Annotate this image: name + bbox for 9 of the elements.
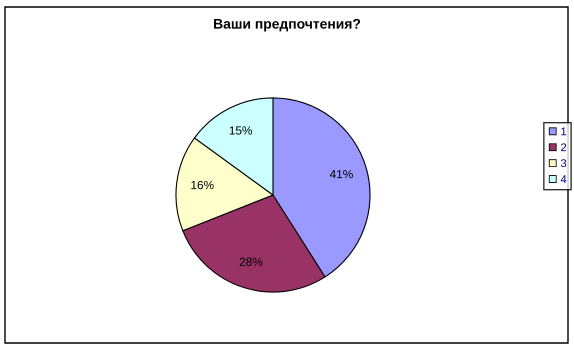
data-label: 15% (230, 126, 252, 135)
data-label: 28% (240, 258, 262, 266)
chart-title: Ваши предпочтения? (214, 18, 360, 32)
legend-label: 4 (560, 175, 566, 183)
legend-label: 3 (560, 159, 566, 168)
legend-label: 2 (561, 143, 566, 152)
data-label: 16% (191, 180, 214, 190)
legend-label: 1 (561, 128, 566, 136)
data-label: 41% (330, 170, 353, 178)
